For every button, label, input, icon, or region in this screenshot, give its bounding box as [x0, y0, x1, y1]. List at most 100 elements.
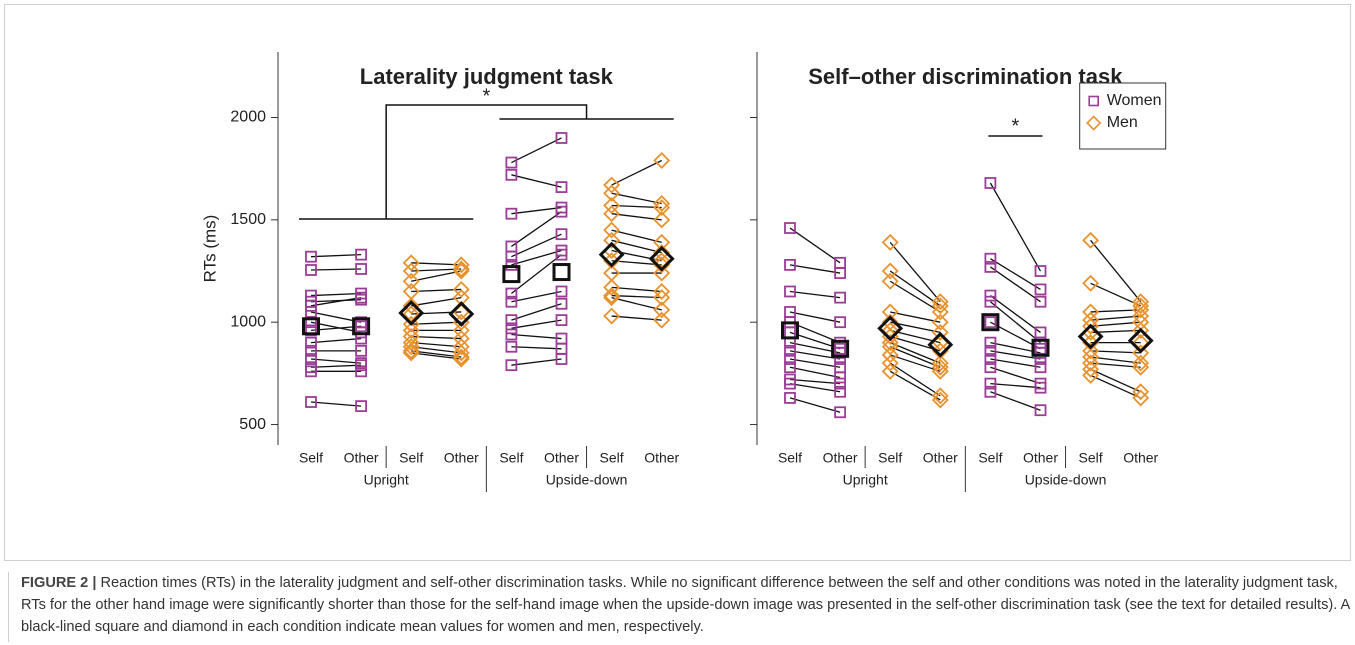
point — [1034, 404, 1047, 417]
pair-line — [789, 227, 841, 264]
pair-line — [789, 264, 841, 274]
pair-line — [611, 296, 662, 311]
point — [784, 222, 796, 234]
x-tick-label: Other — [344, 450, 379, 466]
point — [834, 377, 846, 390]
point — [603, 221, 621, 239]
x-tick-label: Other — [923, 450, 958, 466]
x-tick-label: Other — [444, 450, 479, 466]
point — [784, 392, 796, 404]
point — [653, 283, 671, 300]
pair-line — [889, 270, 941, 307]
pair-line — [789, 382, 841, 393]
pair-line — [411, 268, 462, 272]
point — [355, 365, 368, 378]
pair-line — [411, 296, 462, 307]
pair-line — [789, 366, 841, 379]
point — [452, 348, 470, 366]
pair-line — [990, 366, 1041, 385]
point — [984, 316, 997, 329]
pair-line — [411, 352, 462, 360]
legend-marker — [1086, 115, 1102, 131]
pair-line — [411, 270, 462, 282]
pair-line — [511, 319, 562, 329]
pair-line — [511, 249, 562, 266]
pair-line — [1090, 368, 1141, 393]
point — [1082, 354, 1100, 372]
point — [603, 252, 621, 270]
mean-marker — [781, 321, 799, 340]
pair-line — [611, 192, 662, 205]
point — [452, 350, 470, 368]
point — [402, 342, 420, 360]
point — [834, 371, 846, 384]
point — [555, 248, 568, 261]
point — [305, 365, 317, 378]
pair-line — [310, 358, 362, 364]
mean-marker — [648, 245, 675, 272]
pair-line — [511, 206, 562, 215]
legend-marker — [1088, 95, 1099, 107]
pair-line — [511, 254, 562, 295]
point — [1132, 354, 1150, 372]
significance-label: * — [1012, 115, 1020, 137]
point — [452, 256, 470, 274]
pair-line — [889, 346, 941, 368]
point — [1082, 274, 1100, 292]
legend-box — [1079, 82, 1167, 150]
pair-line — [611, 229, 662, 243]
pair-line — [511, 174, 562, 188]
point — [931, 391, 949, 409]
pair-line — [611, 159, 662, 186]
point — [402, 344, 420, 362]
pair-line — [1090, 315, 1141, 321]
pair-line — [611, 204, 662, 209]
pair-line — [1090, 239, 1142, 303]
point — [931, 387, 949, 405]
point — [452, 260, 470, 278]
pair-line — [310, 253, 362, 258]
x-tick-label: Self — [399, 450, 423, 466]
mean-marker — [1077, 323, 1104, 350]
pair-line — [1090, 282, 1141, 307]
x-tick-label: Self — [1079, 450, 1103, 466]
point — [881, 233, 899, 251]
point — [931, 293, 949, 311]
point — [603, 231, 621, 249]
pair-line — [511, 346, 562, 350]
pair-line — [1090, 362, 1141, 368]
point — [653, 301, 671, 319]
pair-line — [990, 350, 1041, 360]
x-tick-label: Other — [1123, 450, 1158, 466]
point — [653, 244, 671, 262]
pair-line — [611, 239, 662, 254]
significance-label: * — [482, 85, 490, 107]
point — [881, 334, 899, 352]
pair-line — [511, 358, 562, 366]
pair-line — [989, 301, 1041, 344]
point — [452, 321, 470, 339]
point — [355, 263, 368, 275]
significance-bracket — [299, 104, 674, 220]
pair-line — [789, 378, 841, 385]
point — [505, 295, 518, 308]
pair-line — [889, 241, 941, 303]
point — [305, 353, 317, 365]
pair-line — [889, 362, 941, 397]
pair-line — [310, 299, 362, 303]
pair-line — [611, 286, 662, 293]
mean-marker — [1127, 327, 1154, 354]
mean-marker — [302, 317, 320, 336]
point — [305, 264, 317, 276]
pair-line — [310, 364, 362, 368]
pair-line — [990, 295, 1041, 333]
point — [984, 295, 997, 308]
mean-marker — [1031, 338, 1050, 357]
point — [931, 323, 949, 341]
point — [931, 362, 949, 380]
caption-text: Reaction times (RTs) in the laterality j… — [21, 575, 1350, 635]
point — [505, 322, 518, 335]
mean-marker — [552, 263, 571, 282]
point — [834, 291, 846, 304]
point — [505, 168, 518, 181]
